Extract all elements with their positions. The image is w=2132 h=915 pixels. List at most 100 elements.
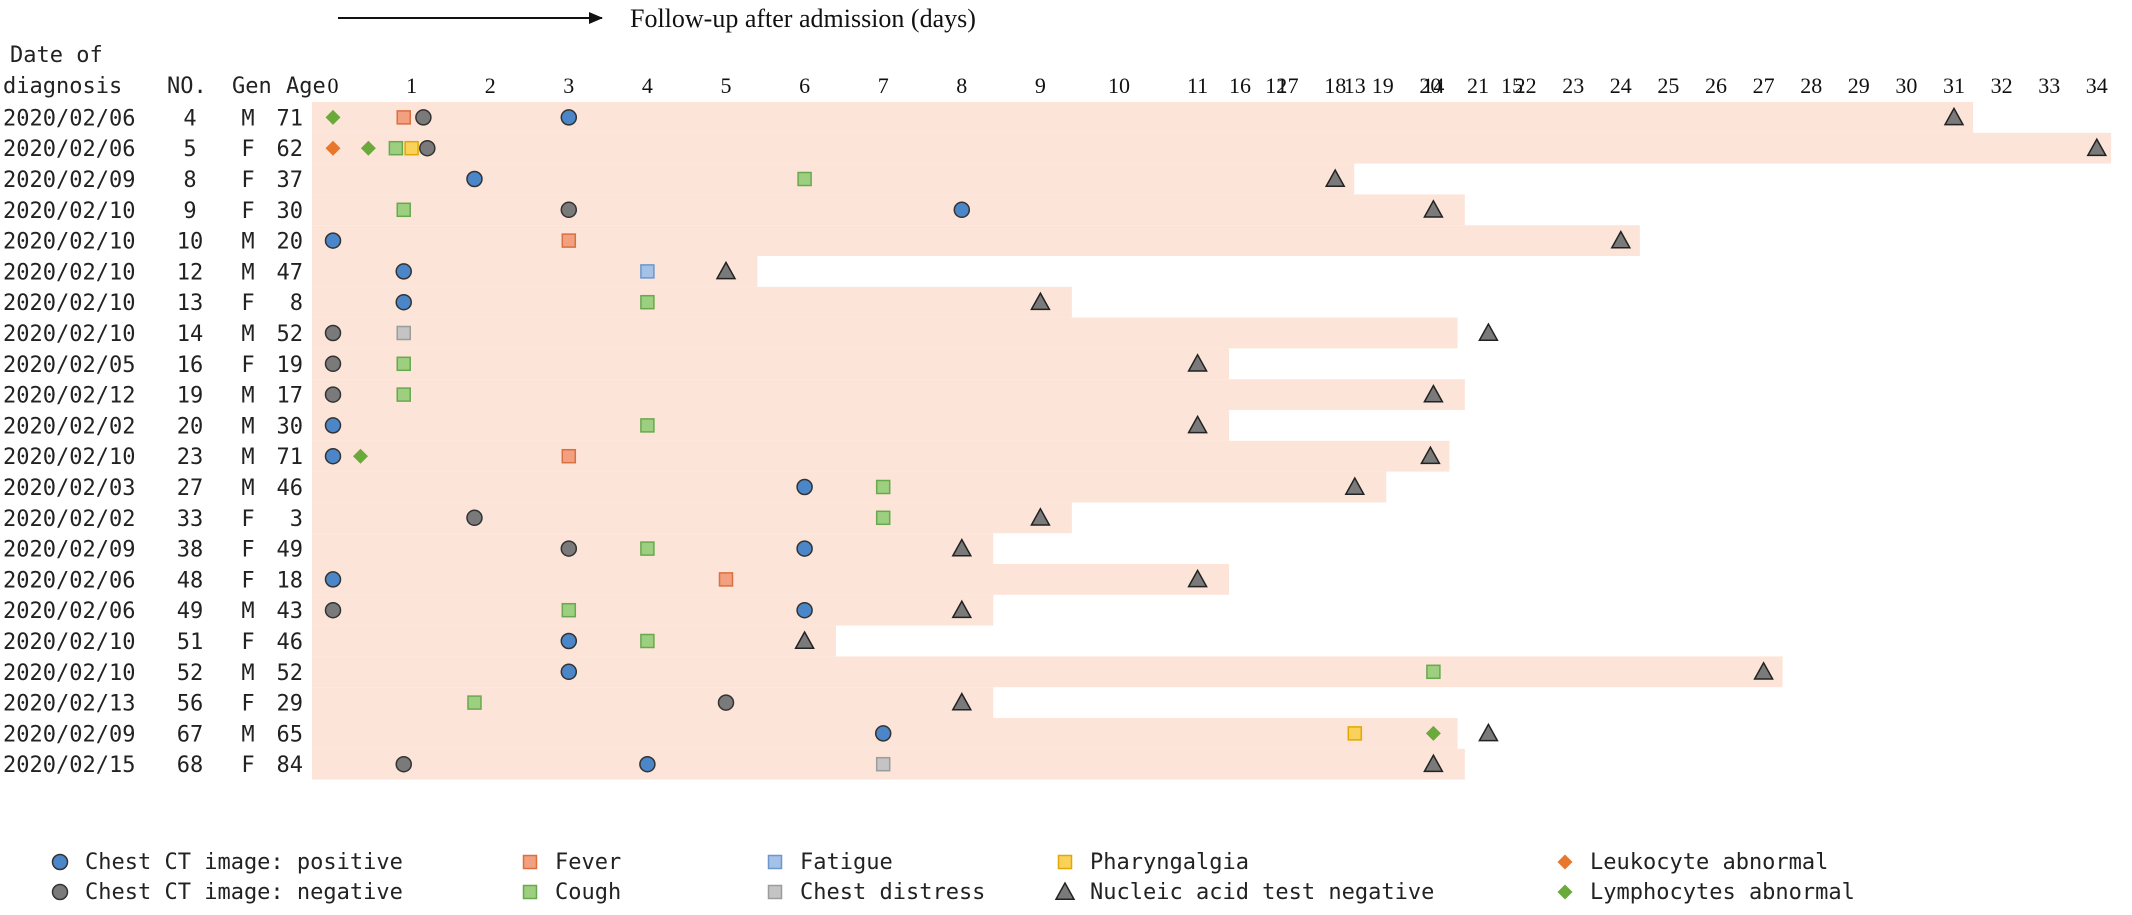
x-tick-label: 29 <box>1848 73 1870 98</box>
x-tick-label: 14 <box>1422 73 1444 98</box>
row-gen: F <box>241 199 254 224</box>
event-ct-positive-marker <box>395 293 412 311</box>
row-age: 84 <box>277 753 304 778</box>
row-gen: F <box>241 291 254 316</box>
event-cough-marker <box>396 387 411 402</box>
row-no: 56 <box>177 692 204 717</box>
event-nucleic-negative-marker <box>1753 661 1774 680</box>
row-age: 47 <box>277 260 304 285</box>
x-tick-label: 0 <box>328 73 339 98</box>
x-tick-label: 18 <box>1324 73 1346 98</box>
legend-cough-icon <box>522 884 538 900</box>
row-gen: F <box>241 692 254 717</box>
event-ct-negative-marker <box>324 355 342 373</box>
follow-up-band <box>312 502 1072 534</box>
event-nucleic-negative-marker <box>2086 137 2108 157</box>
event-leukocyte-marker <box>325 140 341 156</box>
legend-pharyngalgia-icon <box>1057 854 1073 870</box>
event-ct-positive-marker <box>560 663 578 681</box>
x-tick-label: 5 <box>721 73 732 98</box>
row-gen: F <box>241 630 254 655</box>
event-ct-positive-marker <box>466 170 483 188</box>
event-cough-marker <box>640 633 655 649</box>
header-date-line2: diagnosis <box>3 74 122 99</box>
row-age: 18 <box>277 568 304 593</box>
row-gen: M <box>241 322 254 347</box>
row-no: 52 <box>177 661 204 686</box>
x-tick-label: 34 <box>2086 73 2108 98</box>
row-gen: F <box>241 753 254 778</box>
row-date: 2020/02/02 <box>3 507 135 532</box>
row-no: 5 <box>183 137 196 162</box>
legend-nucleic-negative-icon <box>1054 881 1076 900</box>
event-nucleic-negative-marker <box>951 538 973 557</box>
event-ct-positive-marker <box>874 725 892 742</box>
event-ct-positive-marker <box>324 232 342 249</box>
chart-title: Follow-up after admission (days) <box>630 4 976 33</box>
row-date: 2020/02/05 <box>3 353 135 378</box>
event-lymphocytes-marker <box>325 109 341 125</box>
event-ct-negative-marker <box>560 201 578 219</box>
follow-up-band <box>312 102 1974 133</box>
row-age: 30 <box>277 199 304 224</box>
event-lymphocytes-marker <box>360 140 376 156</box>
row-gen: F <box>241 568 254 593</box>
row-age: 65 <box>277 722 304 747</box>
event-ct-positive-marker <box>796 601 813 619</box>
event-nucleic-negative-marker <box>1423 384 1444 403</box>
x-tick-label: 10 <box>1108 73 1130 98</box>
x-tick-label: 19 <box>1372 73 1394 98</box>
event-nucleic-negative-marker <box>1420 445 1441 465</box>
legend-leukocyte-icon <box>1557 854 1573 870</box>
row-age: 3 <box>290 507 303 532</box>
legend-lymphocytes-icon <box>1557 884 1573 900</box>
row-gen: M <box>241 599 254 624</box>
x-tick-label: 12 <box>1265 73 1287 98</box>
row-age: 71 <box>277 106 304 131</box>
x-tick-label: 7 <box>878 73 889 98</box>
row-no: 4 <box>183 106 196 131</box>
row-date: 2020/02/13 <box>3 692 135 717</box>
row-date: 2020/02/02 <box>3 414 135 439</box>
row-date: 2020/02/06 <box>3 568 135 593</box>
event-cough-marker <box>640 541 655 556</box>
event-cough-marker <box>797 171 812 187</box>
row-no: 33 <box>177 507 204 532</box>
row-age: 8 <box>290 291 303 316</box>
event-nucleic-negative-marker <box>951 692 973 711</box>
follow-up-band <box>312 348 1230 380</box>
row-date: 2020/02/10 <box>3 322 135 347</box>
event-lymphocytes-marker <box>353 448 369 464</box>
legend-ct-positive-icon <box>51 853 69 871</box>
legend-label: Chest CT image: negative <box>85 880 403 905</box>
row-no: 48 <box>177 568 204 593</box>
header-gen: Gen <box>232 74 272 99</box>
event-ct-positive-marker <box>796 540 813 557</box>
x-tick-label: 17 <box>1277 73 1299 98</box>
row-date: 2020/02/10 <box>3 291 135 316</box>
row-date: 2020/02/15 <box>3 753 135 778</box>
event-chest-distress-marker <box>875 756 891 772</box>
event-nucleic-negative-marker <box>794 630 815 649</box>
event-ct-negative-marker <box>717 694 735 711</box>
event-cough-marker <box>875 479 891 495</box>
row-gen: F <box>241 507 254 532</box>
event-nucleic-negative-marker <box>1478 722 1499 742</box>
x-tick-label: 25 <box>1657 73 1679 98</box>
follow-up-band <box>312 656 1783 688</box>
x-tick-label: 2 <box>485 73 496 98</box>
event-ct-positive-marker <box>953 201 971 219</box>
event-fever-marker <box>561 233 577 248</box>
follow-up-band <box>312 379 1465 410</box>
row-age: 19 <box>277 353 304 378</box>
row-date: 2020/02/10 <box>3 260 135 285</box>
x-tick-label: 8 <box>956 73 967 98</box>
event-nucleic-negative-marker <box>1187 414 1208 434</box>
event-nucleic-negative-marker <box>1344 476 1366 495</box>
follow-up-band <box>312 132 2112 164</box>
legend-label: Leukocyte abnormal <box>1590 850 1828 875</box>
event-cough-marker <box>396 356 411 372</box>
legend-label: Nucleic acid test negative <box>1090 880 1434 905</box>
row-gen: M <box>241 445 254 470</box>
row-age: 20 <box>277 230 304 255</box>
